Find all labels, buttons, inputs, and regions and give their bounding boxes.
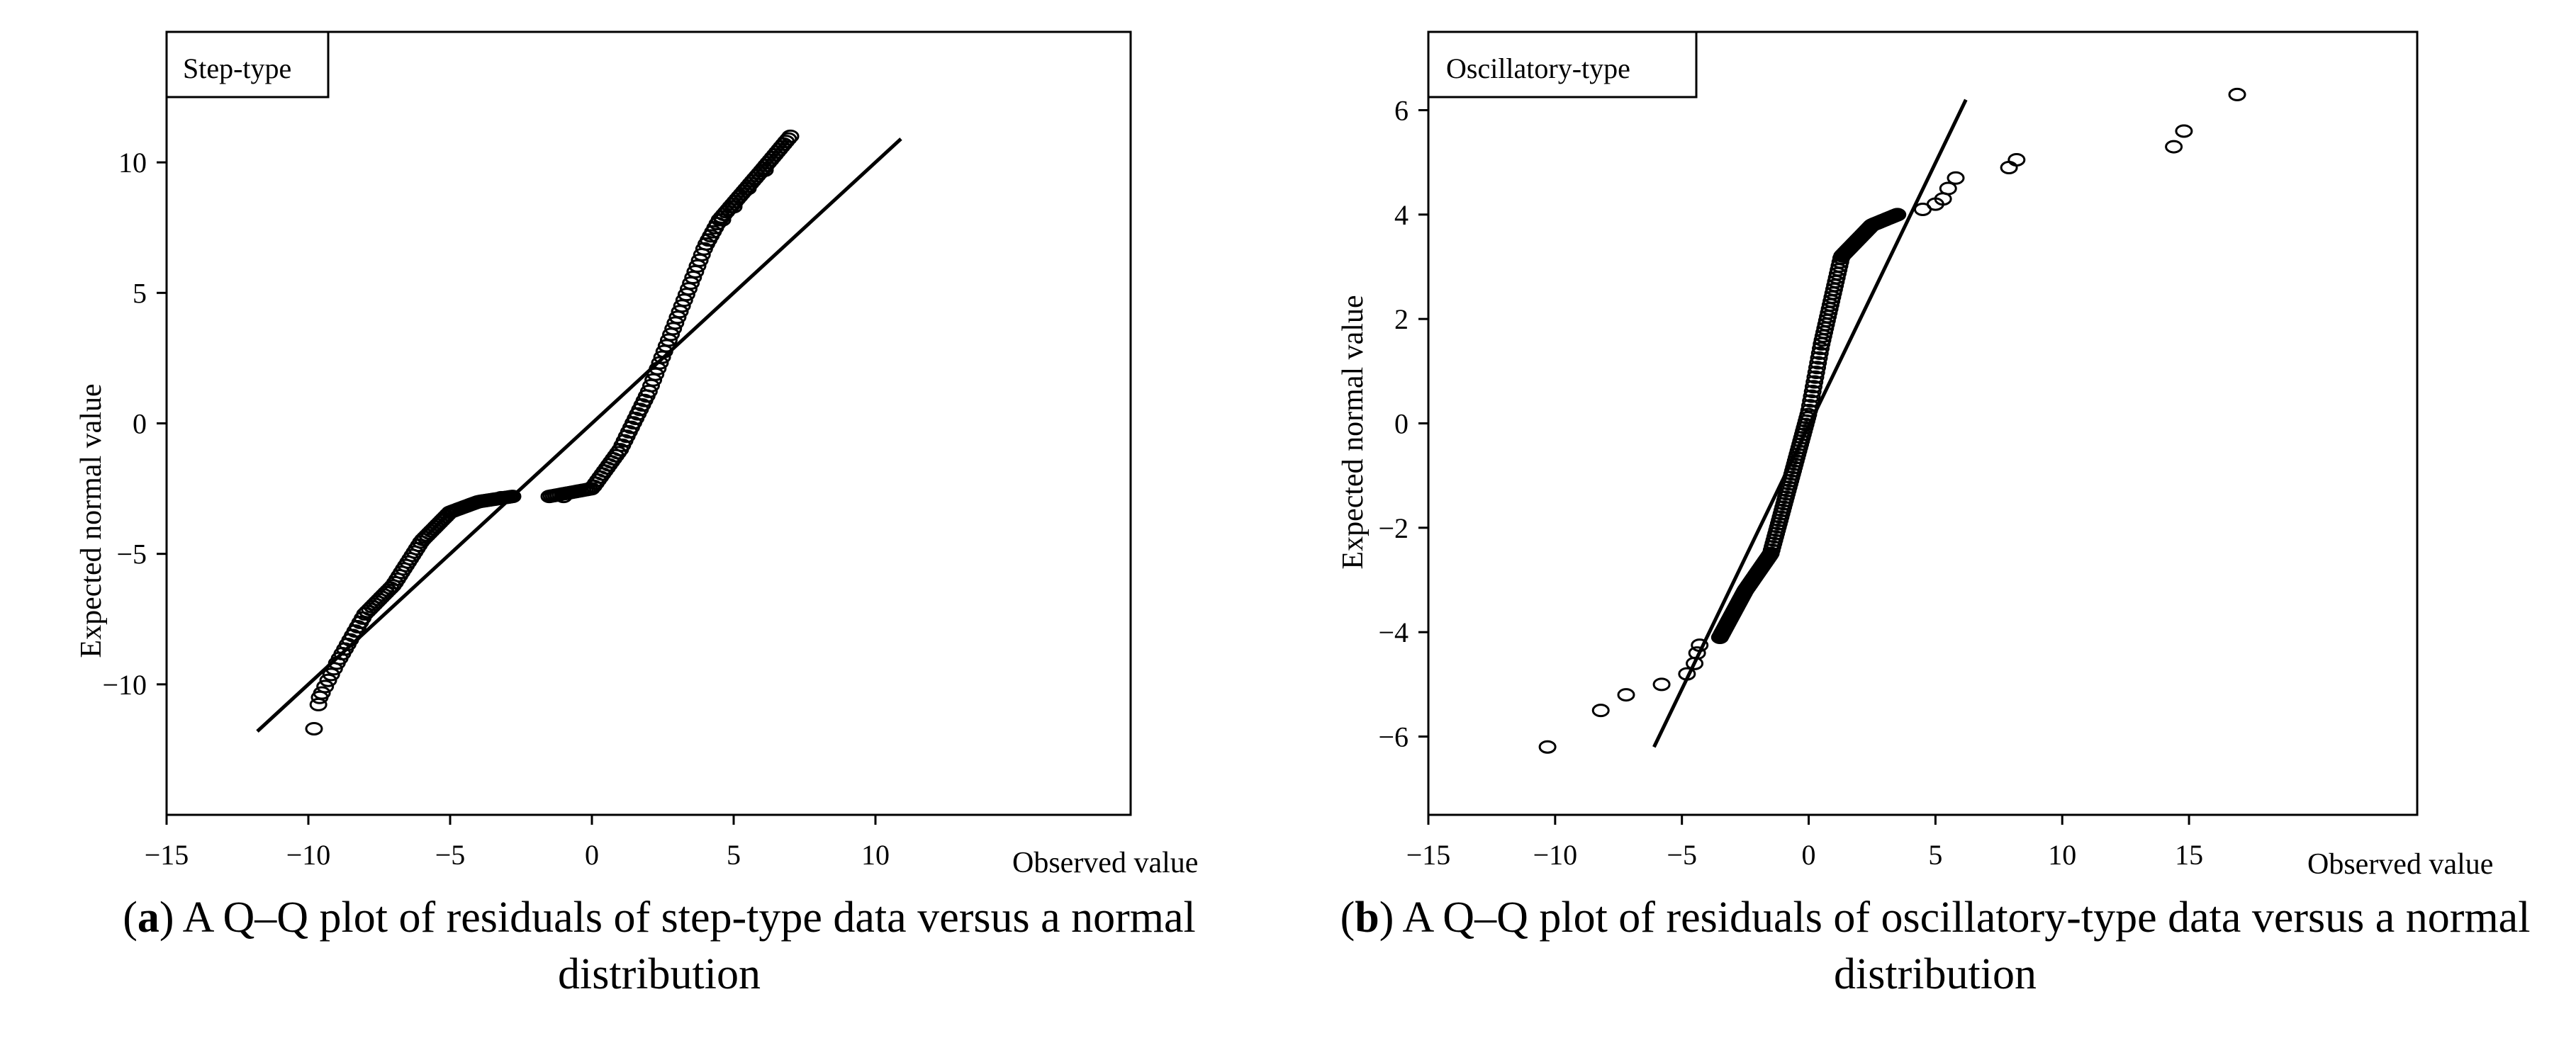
- data-point: [1803, 384, 1822, 398]
- data-point: [1806, 370, 1825, 384]
- data-point: [1808, 361, 1826, 375]
- data-point: [1803, 389, 1821, 403]
- data-point: [724, 200, 743, 214]
- x-tick-label: −15: [145, 839, 189, 871]
- data-point: [503, 490, 522, 504]
- data-point: [2000, 161, 2018, 175]
- y-tick-label: 2: [1394, 303, 1409, 335]
- legend-label: Oscillatory-type: [1446, 52, 1630, 84]
- x-tick-label: 10: [2048, 839, 2076, 871]
- data-point: [1804, 380, 1822, 394]
- data-marks: [305, 129, 800, 735]
- chart-step-type: −15 −10 −5 0 5 10 −10 −5 0 5 10 Step-type Observe…: [75, 30, 1198, 879]
- caption-b: (b) A Q–Q plot of residuals of oscillato…: [1340, 893, 2531, 998]
- data-point: [554, 490, 573, 504]
- y-axis-label: Expected normal value: [75, 383, 108, 658]
- y-tick-label: −10: [102, 669, 147, 701]
- data-point: [713, 213, 732, 227]
- x-tick-label: −5: [1667, 839, 1697, 871]
- data-point: [2175, 124, 2193, 138]
- data-point: [1810, 346, 1829, 361]
- x-ticks: −15 −10 −5 0 5 10: [145, 815, 890, 871]
- y-tick-label: −2: [1378, 512, 1409, 544]
- reference-line: [256, 137, 902, 733]
- x-tick-label: 5: [1928, 839, 1942, 871]
- y-ticks: −10 −5 0 5 10: [102, 147, 167, 701]
- data-point: [1888, 208, 1907, 222]
- data-point: [305, 721, 323, 735]
- x-tick-label: 15: [2175, 839, 2203, 871]
- data-point: [2228, 87, 2246, 101]
- reference-line: [1652, 98, 1968, 748]
- x-tick-label: 5: [727, 839, 741, 871]
- x-axis-label: Observed value: [1012, 847, 1198, 879]
- data-point: [1809, 356, 1827, 370]
- data-point: [1591, 704, 1610, 718]
- caption-a: (a) A Q–Q plot of residuals of step-type…: [123, 893, 1196, 998]
- data-point: [1802, 394, 1820, 408]
- y-tick-label: −4: [1378, 616, 1409, 648]
- data-point: [322, 667, 340, 682]
- y-tick-label: 0: [1394, 408, 1409, 440]
- caption-b-text: A Q–Q plot of residuals of oscillatory-t…: [1402, 893, 2531, 998]
- data-point: [1812, 342, 1830, 356]
- y-ticks: −6 −4 −2 0 2 4 6: [1378, 95, 1428, 753]
- y-tick-label: 6: [1394, 95, 1409, 127]
- data-point: [2007, 152, 2026, 167]
- data-point: [1947, 171, 1965, 185]
- x-tick-label: −10: [1533, 839, 1578, 871]
- caption-a-text: A Q–Q plot of residuals of step-type dat…: [182, 893, 1196, 998]
- data-point: [1538, 740, 1557, 754]
- legend-box: [165, 30, 330, 98]
- legend-label: Step-type: [183, 52, 291, 84]
- x-axis-label: Observed value: [2307, 848, 2493, 881]
- data-point: [1805, 375, 1824, 389]
- data-point: [1617, 688, 1635, 702]
- chart-oscillatory-type: −15 −10 −5 0 5 10 15 −6 −4 −2 0 2 4 6 Oscillatory-ty…: [1337, 30, 2493, 881]
- x-tick-label: 0: [585, 839, 599, 871]
- data-point: [2165, 140, 2183, 154]
- data-marks: [1538, 87, 2246, 754]
- y-tick-label: −5: [116, 539, 147, 570]
- x-tick-label: 0: [1802, 839, 1816, 871]
- data-point: [1807, 365, 1825, 379]
- y-tick-label: 10: [118, 147, 147, 179]
- data-point: [781, 129, 800, 143]
- data-point: [1652, 677, 1671, 692]
- caption-b-label: b: [1355, 893, 1379, 942]
- caption-a-label: a: [137, 893, 159, 942]
- y-tick-label: 5: [133, 277, 147, 309]
- y-tick-label: 4: [1394, 199, 1409, 231]
- y-tick-label: −6: [1378, 721, 1409, 753]
- x-tick-label: 10: [861, 839, 890, 871]
- data-point: [319, 673, 337, 687]
- x-tick-label: −5: [435, 839, 466, 871]
- x-ticks: −15 −10 −5 0 5 10 15: [1406, 815, 2203, 871]
- legend-box: [1427, 30, 1698, 98]
- y-axis-label: Expected normal value: [1337, 295, 1370, 569]
- data-point: [739, 181, 757, 196]
- data-point: [1939, 181, 1957, 196]
- plot-frame: [1427, 30, 2419, 816]
- x-tick-label: −15: [1406, 839, 1451, 871]
- x-tick-label: −10: [286, 839, 331, 871]
- y-tick-label: 0: [133, 408, 147, 440]
- data-point: [1810, 351, 1828, 365]
- data-point: [310, 690, 329, 704]
- data-point: [756, 163, 774, 177]
